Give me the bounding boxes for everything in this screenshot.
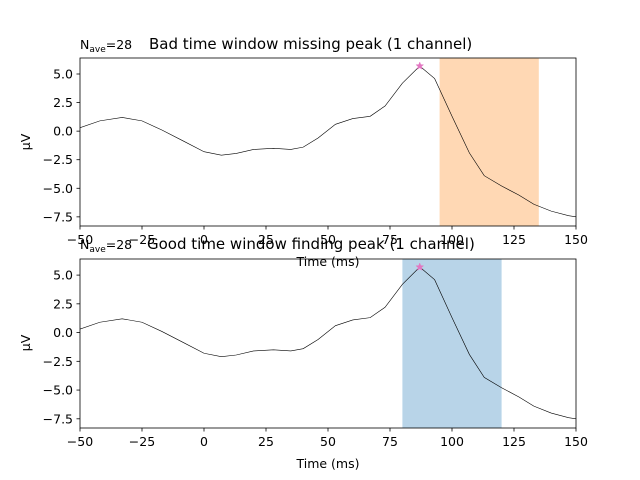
y-tick-label-top: −2.5 xyxy=(43,152,73,167)
panel-bottom: Nave=28 Good time window finding peak (1… xyxy=(18,235,588,471)
x-tick-label-top: −50 xyxy=(67,232,93,247)
time-window-top xyxy=(439,58,539,226)
y-tick-label-bottom: 0.0 xyxy=(53,325,73,340)
chart-title-bottom: Good time window finding peak (1 channel… xyxy=(147,235,475,253)
y-tick-label-bottom: −2.5 xyxy=(43,354,73,369)
peak-marker-top xyxy=(415,61,425,70)
y-tick-label-top: 2.5 xyxy=(53,95,73,110)
peak-marker-bottom xyxy=(415,262,425,271)
x-tick-label-top: 75 xyxy=(382,232,398,247)
x-tick-label-top: 25 xyxy=(258,232,274,247)
y-tick-label-bottom: −7.5 xyxy=(43,411,73,426)
nave-label-top: Nave=28 xyxy=(80,37,132,55)
x-tick-label-top: 100 xyxy=(440,232,464,247)
y-tick-label-top: −5.0 xyxy=(43,181,73,196)
y-tick-label-top: −7.5 xyxy=(43,209,73,224)
x-tick-label-bottom: −50 xyxy=(67,434,93,449)
x-axis-label-top: Time (ms) xyxy=(295,254,359,269)
x-tick-label-top: −25 xyxy=(129,232,155,247)
x-tick-label-top: 50 xyxy=(320,232,336,247)
x-tick-label-bottom: −25 xyxy=(129,434,155,449)
y-tick-label-top: 0.0 xyxy=(53,124,73,139)
x-tick-label-bottom: 0 xyxy=(200,434,208,449)
nave-value-top: =28 xyxy=(106,37,132,52)
y-tick-label-bottom: 2.5 xyxy=(53,296,73,311)
nave-value-bottom: =28 xyxy=(106,237,132,252)
nave-prefix-top: N xyxy=(80,37,89,52)
nave-sub-bottom: ave xyxy=(89,245,106,255)
y-tick-label-bottom: 5.0 xyxy=(53,268,73,283)
x-tick-label-top: 0 xyxy=(200,232,208,247)
x-axis-label-bottom: Time (ms) xyxy=(295,456,359,471)
nave-sub-top: ave xyxy=(89,45,106,55)
time-window-bottom xyxy=(402,259,502,428)
nave-prefix-bottom: N xyxy=(80,237,89,252)
y-tick-label-bottom: −5.0 xyxy=(43,383,73,398)
x-tick-label-top: 150 xyxy=(564,232,588,247)
y-axis-label-top: µV xyxy=(18,133,33,150)
x-tick-label-bottom: 125 xyxy=(502,434,526,449)
plot-frame-bottom xyxy=(79,258,577,429)
x-tick-label-bottom: 25 xyxy=(258,434,274,449)
nave-label-bottom: Nave=28 xyxy=(80,237,132,255)
y-tick-label-top: 5.0 xyxy=(53,67,73,82)
x-tick-label-top: 125 xyxy=(502,232,526,247)
x-tick-label-bottom: 150 xyxy=(564,434,588,449)
x-tick-label-bottom: 50 xyxy=(320,434,336,449)
erp-trace-top xyxy=(80,65,576,218)
y-axis-label-bottom: µV xyxy=(18,334,33,351)
chart-title-top: Bad time window missing peak (1 channel) xyxy=(149,35,472,53)
panel-top: Nave=28 Bad time window missing peak (1 … xyxy=(18,35,588,269)
x-tick-label-bottom: 75 xyxy=(382,434,398,449)
erp-trace-bottom xyxy=(80,266,576,420)
x-tick-label-bottom: 100 xyxy=(440,434,464,449)
